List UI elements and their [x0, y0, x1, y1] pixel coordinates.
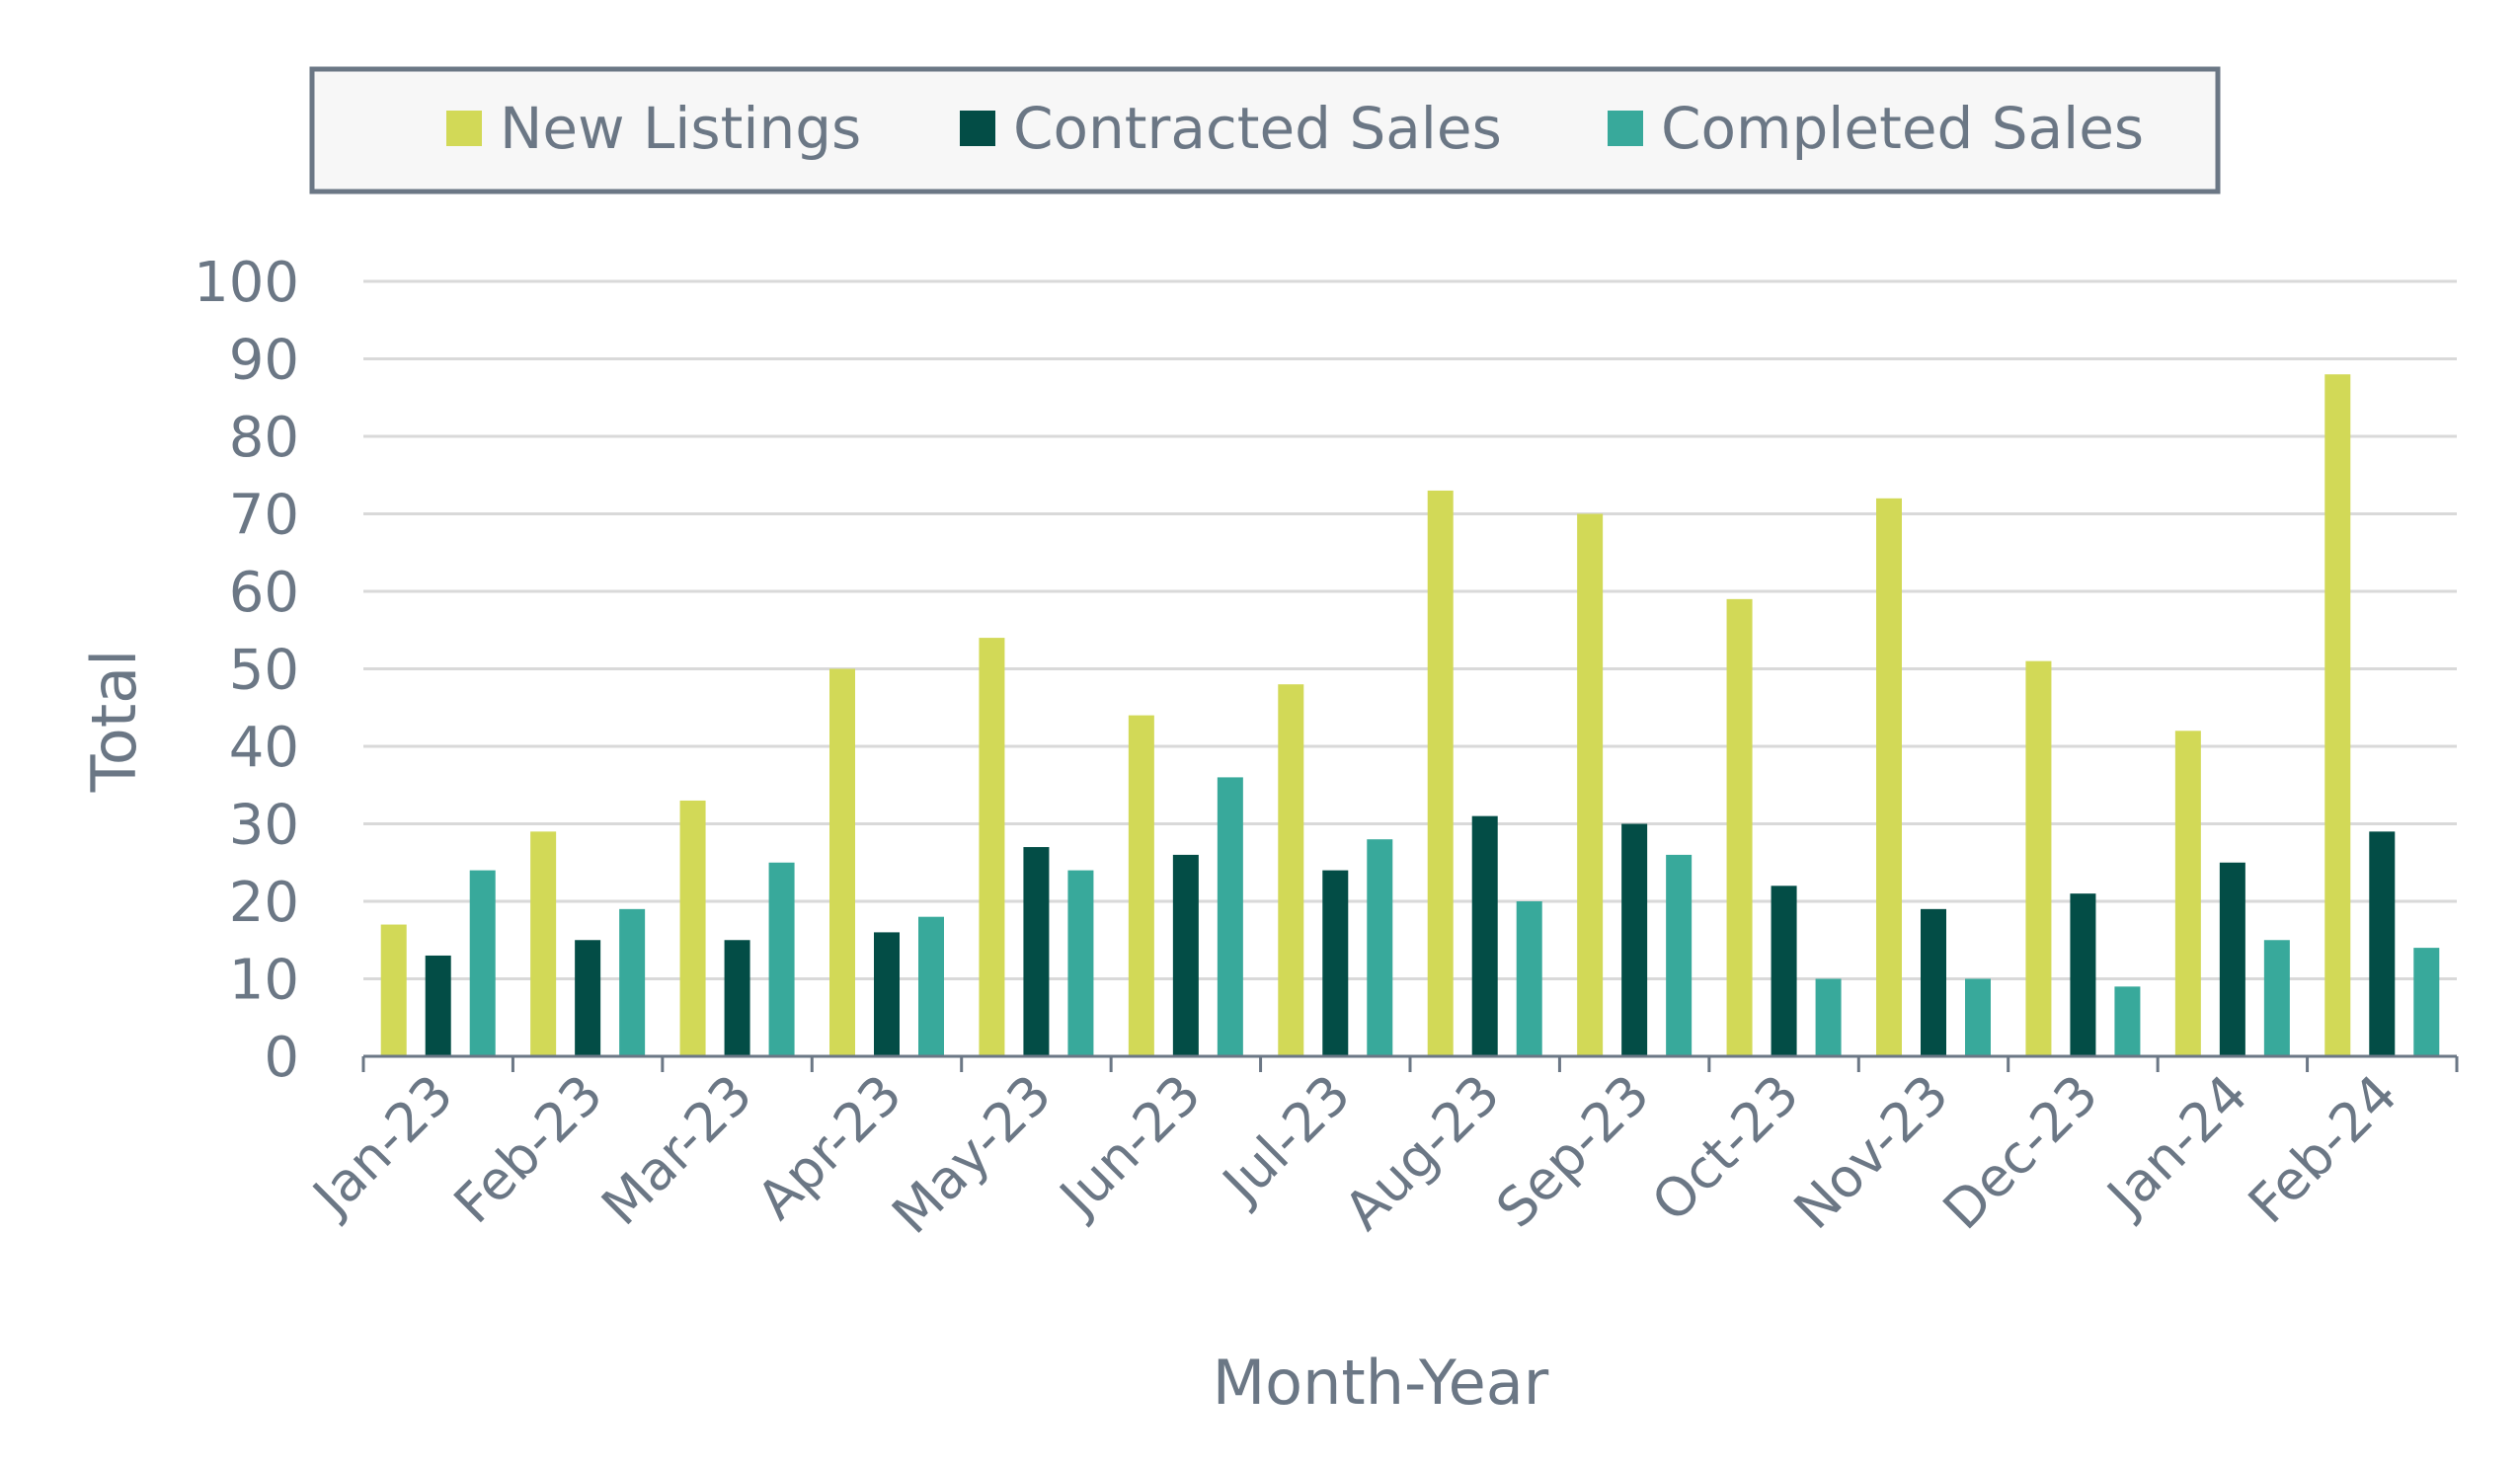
bars [380, 374, 2440, 1056]
bar-contracted-sales [1771, 886, 1797, 1056]
legend-swatch [960, 111, 995, 146]
y-tick-label: 0 [264, 1026, 299, 1090]
y-tick-label: 60 [229, 561, 299, 625]
x-tick-label: Feb-24 [2237, 1063, 2409, 1236]
x-tick-label: Mar-23 [590, 1063, 764, 1238]
legend-label: Completed Sales [1661, 95, 2144, 162]
gridlines [363, 279, 2457, 980]
bar-new-listings [1278, 684, 1304, 1056]
y-tick-label: 40 [229, 716, 299, 780]
x-axis-title: Month-Year [1213, 1347, 1549, 1419]
bar-new-listings [679, 800, 706, 1056]
bar-contracted-sales [1322, 870, 1349, 1056]
bar-completed-sales [2263, 940, 2290, 1056]
bar-completed-sales [2114, 986, 2141, 1056]
bar-new-listings [2025, 660, 2052, 1056]
bar-contracted-sales [2369, 831, 2396, 1056]
x-tick-label: Sep-23 [1484, 1063, 1661, 1240]
bar-new-listings [1726, 598, 1753, 1056]
legend-swatch [446, 111, 482, 146]
bar-completed-sales [918, 916, 944, 1056]
x-axis: Jan-23Feb-23Mar-23Apr-23May-23Jun-23Jul-… [299, 1054, 2459, 1246]
x-tick-label: Nov-23 [1782, 1063, 1960, 1241]
bar-completed-sales [619, 908, 646, 1056]
bar-new-listings [1577, 513, 1604, 1056]
bar-completed-sales [2413, 948, 2440, 1056]
legend-box [309, 66, 2221, 194]
bar-new-listings [1427, 490, 1454, 1056]
bar-completed-sales [1965, 978, 1991, 1056]
legend-label: New Listings [500, 95, 861, 162]
bar-new-listings [979, 638, 1005, 1056]
bar-new-listings [829, 668, 855, 1056]
bar-new-listings [1876, 498, 1902, 1056]
bar-completed-sales [1367, 839, 1393, 1056]
y-tick-label: 50 [229, 639, 299, 703]
y-tick-label: 70 [229, 484, 299, 548]
x-tick-label: Aug-23 [1332, 1063, 1511, 1242]
y-axis-title: Total [78, 650, 150, 794]
y-tick-label: 30 [229, 794, 299, 858]
x-tick-label: Jan-24 [2093, 1063, 2259, 1229]
chart-legend: New Listings Contracted Sales Completed Sa… [309, 66, 2221, 194]
bar-contracted-sales [1921, 908, 1946, 1056]
bar-completed-sales [768, 862, 795, 1056]
y-tick-label: 10 [229, 949, 299, 1013]
bar-new-listings [530, 831, 557, 1056]
x-tick-label: Feb-23 [442, 1063, 615, 1236]
legend-label: Contracted Sales [1013, 95, 1502, 162]
bar-new-listings [2174, 731, 2201, 1056]
bar-contracted-sales [724, 940, 750, 1056]
bar-contracted-sales [575, 940, 601, 1056]
x-tick-label: Dec-23 [1931, 1063, 2110, 1242]
bar-contracted-sales [874, 932, 900, 1056]
y-axis: 0 10 20 30 40 50 60 70 80 90 100 [194, 251, 299, 1090]
x-tick-label: May-23 [880, 1063, 1063, 1246]
legend-swatch [1608, 111, 1643, 146]
bar-contracted-sales [1172, 854, 1199, 1056]
y-tick-label: 80 [229, 406, 299, 470]
bar-contracted-sales [1023, 847, 1050, 1056]
bar-contracted-sales [1621, 823, 1648, 1056]
bar-contracted-sales [2219, 862, 2245, 1056]
x-tick-label: Jun-23 [1046, 1063, 1213, 1230]
bar-contracted-sales [1471, 815, 1498, 1056]
bar-completed-sales [469, 870, 496, 1056]
bar-new-listings [380, 924, 407, 1056]
bar-completed-sales [1217, 777, 1243, 1056]
y-tick-label: 100 [194, 251, 299, 315]
bar-contracted-sales [2070, 893, 2096, 1056]
bar-completed-sales [1516, 901, 1542, 1056]
bar-new-listings [1128, 715, 1154, 1056]
bar-completed-sales [1815, 978, 1842, 1056]
bar-new-listings [2324, 374, 2351, 1056]
y-tick-label: 90 [229, 329, 299, 393]
x-tick-label: Oct-23 [1640, 1063, 1811, 1234]
x-tick-label: Jan-23 [299, 1063, 465, 1229]
bar-completed-sales [1666, 854, 1693, 1056]
bar-contracted-sales [425, 955, 451, 1056]
bar-completed-sales [1067, 870, 1094, 1056]
y-tick-label: 20 [229, 871, 299, 935]
